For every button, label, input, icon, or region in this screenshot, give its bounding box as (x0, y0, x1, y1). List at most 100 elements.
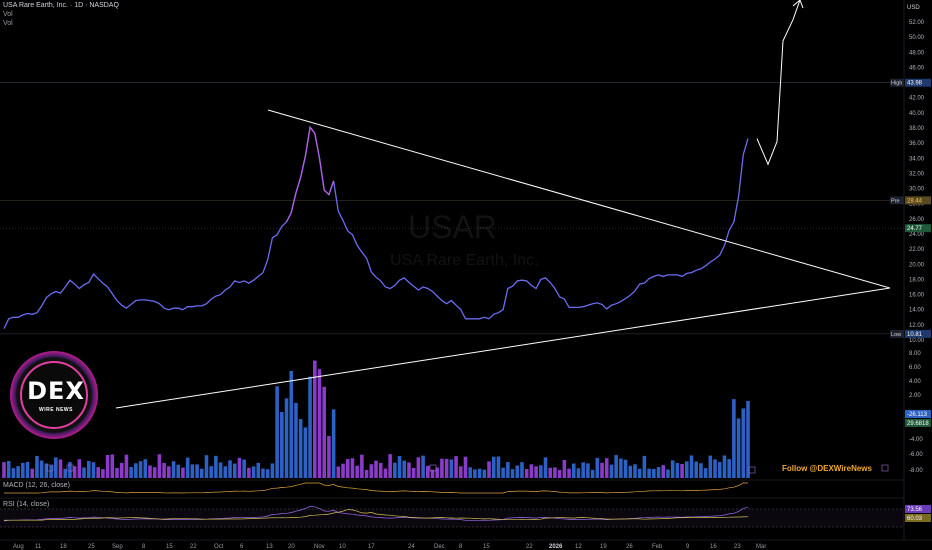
volume-bar (571, 463, 576, 478)
price-line (3, 125, 749, 329)
volume-bar (82, 467, 86, 478)
high-value-bg (905, 78, 931, 87)
volume-bar (30, 468, 35, 478)
lower-trendline (115, 287, 891, 409)
volume-bar (534, 466, 538, 478)
event-marker (748, 466, 756, 474)
volume-bar (312, 360, 317, 478)
volume-bar (656, 467, 661, 478)
time-axis-label: 17 (368, 544, 375, 550)
time-axis-label: Nov (314, 544, 325, 550)
macd-pane-label: MACD (12, 26, close) (3, 482, 70, 489)
price-tick-label: 22.00 (909, 247, 925, 253)
time-axis-label: 2026 (549, 544, 563, 550)
time-axis-label: 22 (190, 544, 197, 550)
volume-bar (397, 456, 402, 478)
price-tick-label: 16.00 (909, 293, 925, 299)
volume-bar (727, 459, 731, 478)
price-tick-label: 18.00 (909, 277, 925, 283)
price-tick-label: 14.00 (909, 308, 925, 314)
volume-bar (364, 469, 369, 478)
volume-bar (322, 386, 326, 478)
time-axis-label: 23 (734, 544, 741, 550)
volume-bar (595, 457, 600, 478)
macd-value-bg (905, 410, 931, 418)
price-tick-label: 20.00 (909, 262, 925, 268)
price-tick-label: 26.00 (909, 217, 925, 223)
volume-bar (185, 457, 190, 478)
volume-bar (689, 455, 694, 478)
volume-bar (562, 460, 567, 478)
pre-value: 28.44 (907, 198, 923, 204)
price-tick-label: 12.00 (909, 323, 925, 329)
dex-logo: DEX WIRE NEWS (10, 351, 98, 439)
price-tick-label: 36.00 (909, 141, 925, 147)
volume-bar (699, 463, 703, 478)
event-marker (881, 464, 889, 472)
volume-bar (421, 455, 425, 478)
volume-bar (567, 468, 571, 478)
time-axis-label: Oct (214, 544, 224, 550)
volume-bar (487, 461, 491, 478)
volume-bar (35, 455, 39, 478)
volume-bar (675, 462, 680, 478)
volume-bar (722, 455, 727, 478)
volume-bar (209, 466, 213, 478)
macd-value: -26.113 (907, 412, 928, 418)
price-tick-label: 32.00 (909, 171, 925, 177)
volume-bar (430, 469, 435, 478)
volume-bar (426, 465, 430, 478)
volume-bar (63, 468, 68, 478)
time-axis-label: 15 (483, 544, 490, 550)
volume-bar (491, 456, 496, 478)
time-axis-label: Dec (434, 544, 445, 550)
volume-bar (345, 459, 350, 478)
volume-bar (543, 457, 548, 478)
chart-title: USA Rare Earth, Inc. · 1D · NASDAQ (3, 2, 119, 9)
price-tick-label: 42.00 (909, 96, 925, 102)
volume-bar (388, 454, 392, 478)
price-tick-label: 38.00 (909, 126, 925, 132)
macd-tick-label: -8.00 (909, 468, 923, 474)
volume-bar (369, 464, 374, 478)
pre-tag-bg (890, 196, 904, 205)
volume-bar (218, 462, 223, 478)
volume-bar (407, 462, 411, 478)
macd-tick-label: 8.00 (909, 351, 921, 357)
low-value: 10.81 (907, 332, 923, 338)
rsi-value-bg (905, 505, 931, 513)
time-axis-label: 8 (142, 544, 146, 550)
volume-bar (68, 462, 72, 478)
event-marker (429, 464, 437, 472)
volume-bar (393, 462, 397, 478)
time-axis-label: 9 (686, 544, 690, 550)
volume-bar (167, 466, 171, 478)
volume-bar (110, 454, 115, 478)
volume-bar (435, 467, 440, 478)
volume-bar (275, 386, 279, 478)
volume-bar (374, 460, 378, 478)
volume-bar (289, 370, 294, 478)
low-tag-label: Low (891, 332, 901, 338)
volume-bar (134, 463, 138, 478)
time-axis-label: 20 (288, 544, 295, 550)
volume-bar (444, 458, 449, 478)
time-axis-label: Mar (756, 544, 766, 550)
volume-bar (633, 464, 637, 478)
volume-bar (604, 458, 609, 478)
volume-bar (152, 467, 157, 478)
volume-bar (355, 465, 359, 478)
volume-bar (548, 467, 553, 478)
last-value-bg (905, 224, 931, 233)
volume-bar (684, 461, 689, 478)
volume-bar (411, 467, 416, 478)
company-watermark: USA Rare Earth, Inc. (390, 252, 539, 269)
low-tag-bg (890, 329, 904, 338)
logo-subtext: WIRE NEWS (39, 407, 73, 413)
volume-bar (350, 458, 355, 478)
volume-bar (176, 464, 181, 478)
price-tick-label: 48.00 (909, 50, 925, 56)
time-axis-label: 16 (710, 544, 717, 550)
price-tick-label: 50.00 (909, 35, 925, 41)
